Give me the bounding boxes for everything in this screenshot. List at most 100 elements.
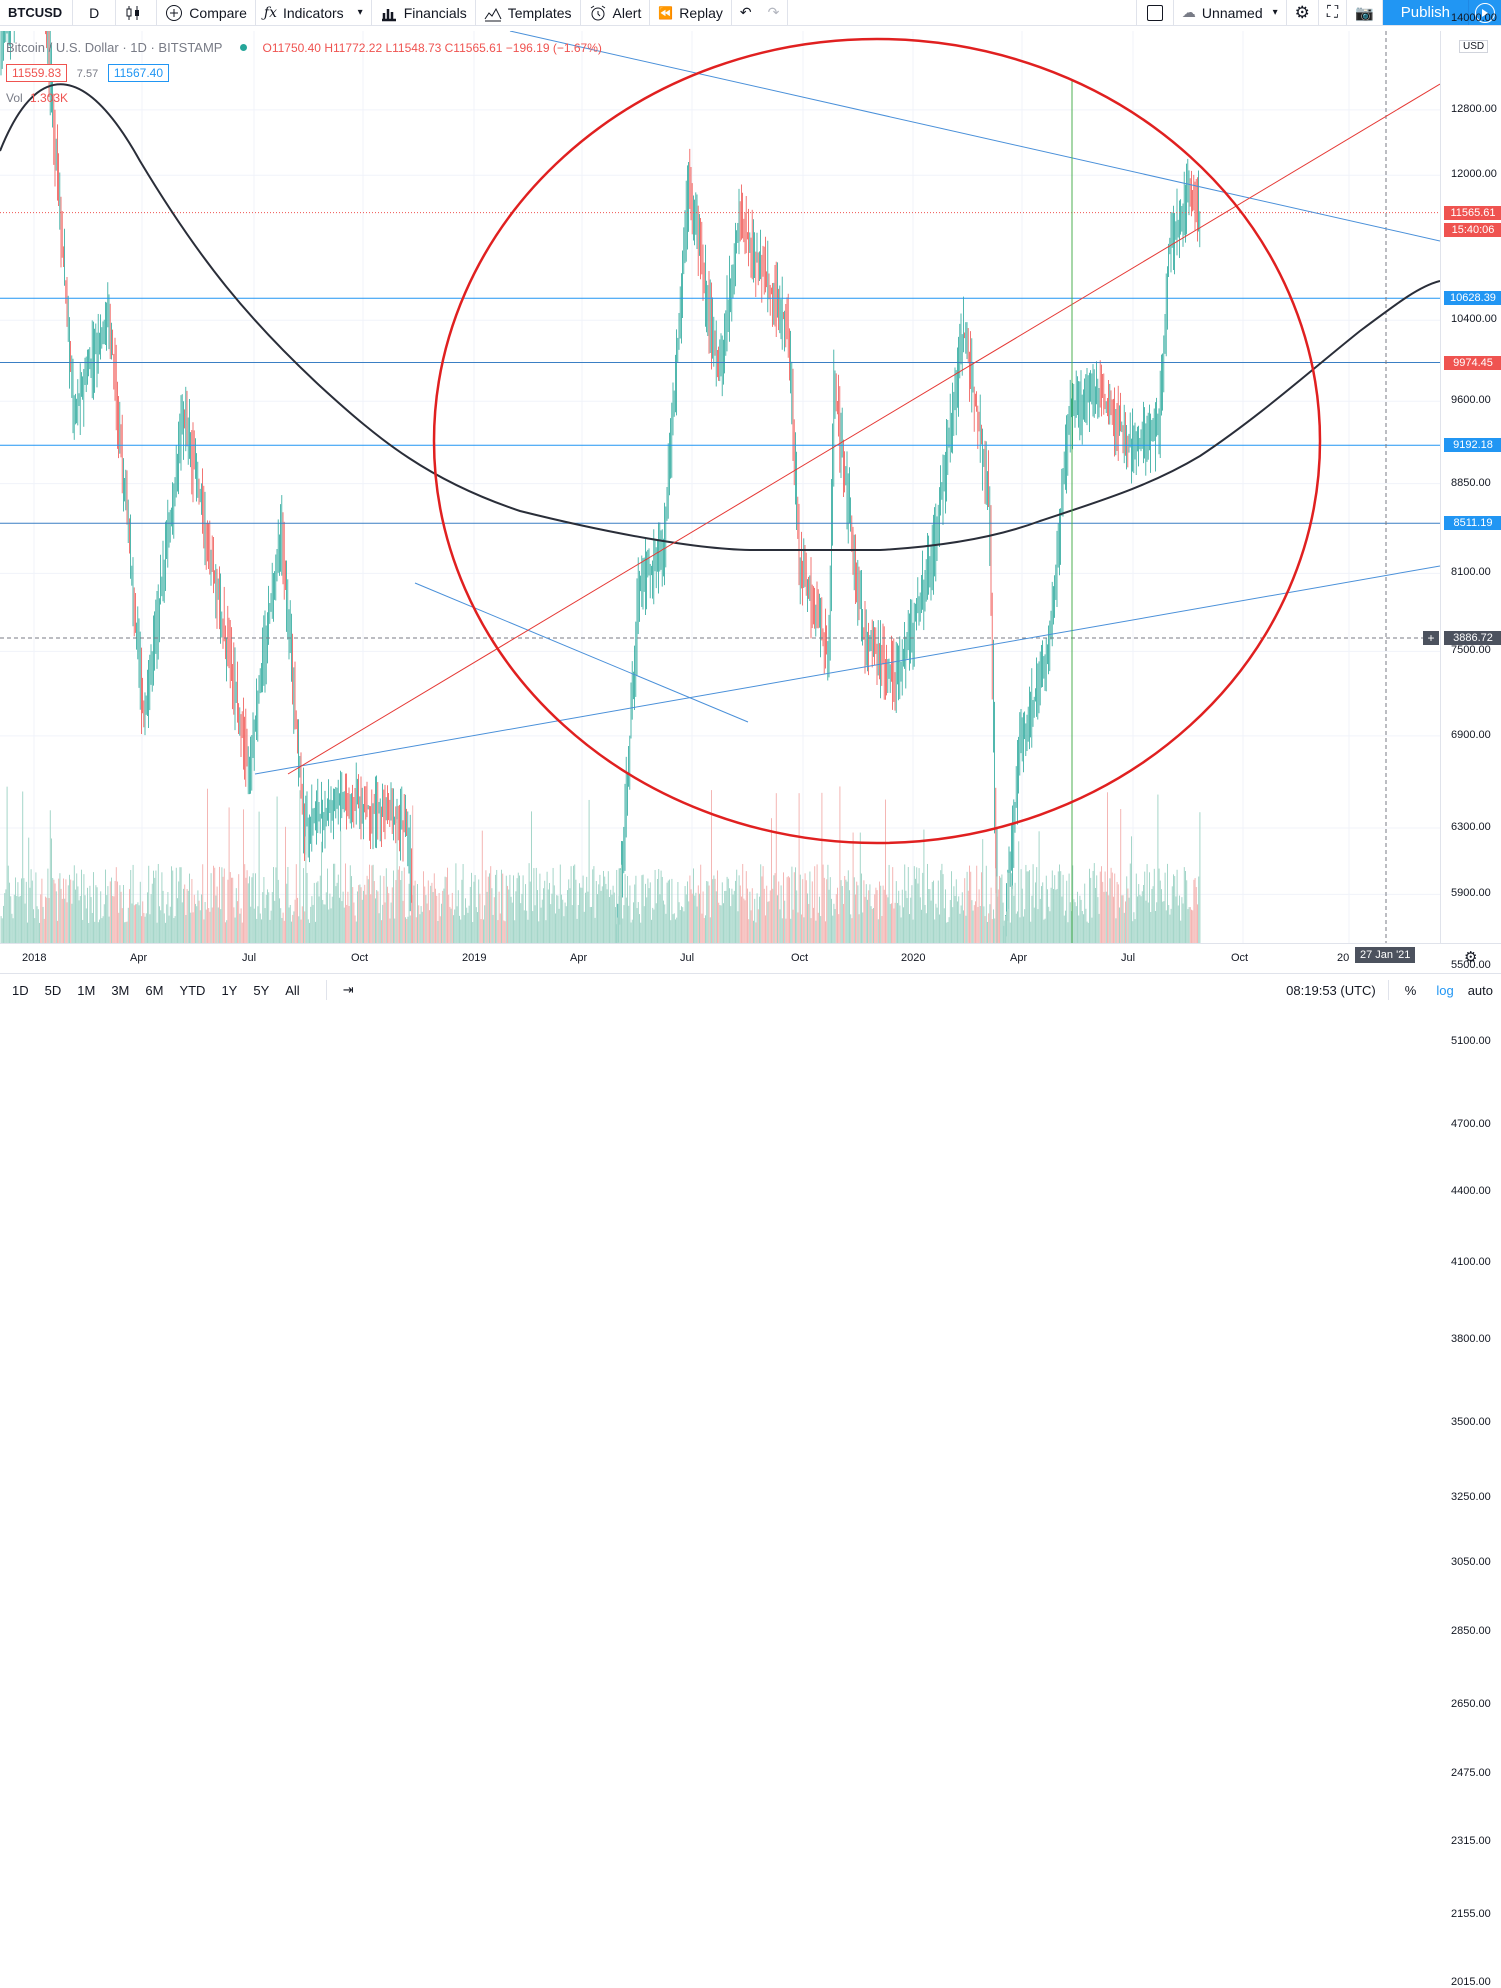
volume-bar: [1113, 896, 1114, 943]
redo-button[interactable]: ↷: [760, 0, 789, 25]
series-title[interactable]: Bitcoin / U.S. Dollar · 1D · BITSTAMP: [6, 40, 223, 55]
volume-bar: [1163, 901, 1165, 943]
volume-bar: [189, 873, 190, 943]
range-button-6m[interactable]: 6M: [145, 982, 164, 998]
volume-bar: [127, 907, 129, 943]
crosshair-plus-icon[interactable]: +: [1423, 631, 1439, 645]
expand-button[interactable]: ⛶: [1319, 0, 1348, 25]
volume-bar: [479, 893, 481, 943]
undo-button[interactable]: ↶: [732, 0, 760, 25]
alert-button[interactable]: Alert: [581, 0, 651, 25]
volume-bar: [1074, 902, 1076, 943]
compare-button[interactable]: Compare: [157, 0, 256, 25]
bid-price[interactable]: 11559.83: [6, 64, 68, 82]
volume-bar: [438, 893, 440, 943]
volume-bar: [70, 879, 72, 943]
range-button-all[interactable]: All: [285, 982, 300, 998]
volume-bar: [1198, 876, 1200, 943]
price-tick-label: 9600.00: [1451, 394, 1491, 407]
volume-bar: [237, 901, 238, 943]
volume-bar: [981, 872, 982, 943]
volume-bar: [268, 892, 270, 943]
publish-menu-button[interactable]: [1468, 0, 1501, 25]
layout-button[interactable]: ☁ Unnamed ▾: [1174, 0, 1287, 25]
settings-button[interactable]: ⚙: [1464, 948, 1477, 966]
chevron-down-icon[interactable]: ▾: [1272, 7, 1278, 18]
volume-bar: [353, 902, 355, 943]
settings-button[interactable]: ⚙: [1287, 0, 1319, 25]
percent-toggle[interactable]: %: [1404, 982, 1417, 998]
volume-bar: [1021, 888, 1023, 943]
volume-bar: [474, 875, 476, 943]
volume-bar: [1026, 871, 1028, 943]
volume-bar: [319, 875, 321, 943]
publish-button[interactable]: Publish: [1382, 0, 1468, 25]
volume-bar: [985, 865, 987, 943]
volume-bar: [441, 903, 442, 943]
volume-bar: [99, 919, 100, 943]
volume-bar: [497, 920, 499, 943]
ohlc-values: O11750.40 H11772.22 L11548.73 C11565.61 …: [262, 41, 602, 55]
volume-bar: [623, 905, 625, 943]
volume-bar: [9, 882, 10, 943]
financials-button[interactable]: Financials: [372, 0, 476, 25]
volume-bar: [1145, 900, 1147, 943]
templates-button[interactable]: Templates: [476, 0, 581, 25]
log-toggle[interactable]: log: [1436, 982, 1454, 998]
indicators-button[interactable]: ƒx Indicators ▾: [256, 0, 372, 25]
range-button-ytd[interactable]: YTD: [179, 982, 206, 998]
volume-bar: [730, 906, 732, 943]
symbol-search-button[interactable]: BTCUSD: [0, 0, 74, 25]
price-axis[interactable]: 15000.0014000.0012800.0012000.0010400.00…: [1423, 12, 1501, 1988]
goto-date-button[interactable]: ⇥: [335, 982, 362, 998]
volume-bar: [153, 870, 154, 943]
volume-bar: [1141, 891, 1143, 943]
volume-bar: [667, 880, 669, 943]
volume-bar: [735, 880, 736, 943]
chart-legend: Bitcoin / U.S. Dollar · 1D · BITSTAMP O1…: [6, 40, 602, 105]
volume-bar: [396, 819, 398, 943]
volume-bar: [706, 880, 708, 943]
replay-button[interactable]: ⏪ Replay: [650, 0, 732, 25]
volume-bar: [1197, 904, 1198, 943]
volume-bar: [672, 914, 674, 943]
range-button-1m[interactable]: 1M: [77, 982, 96, 998]
volume-bar: [802, 879, 804, 943]
volume-bar: [701, 913, 703, 943]
volume-bar: [395, 880, 397, 943]
volume-bar: [304, 911, 306, 943]
range-button-1y[interactable]: 1Y: [221, 982, 238, 998]
volume-bar: [581, 887, 583, 943]
volume-bar: [1073, 899, 1075, 943]
volume-bar: [808, 903, 810, 943]
chart-pane[interactable]: [0, 31, 1440, 943]
volume-bar: [683, 911, 685, 943]
volume-value: 1.303K: [30, 91, 69, 105]
snapshot-button[interactable]: 📷: [1347, 0, 1383, 25]
range-button-5y[interactable]: 5Y: [253, 982, 270, 998]
interval-button[interactable]: D: [73, 0, 117, 25]
volume-legend: Vol 1.303K: [6, 91, 602, 105]
fullscreen-toggle[interactable]: [1135, 0, 1174, 25]
range-button-5d[interactable]: 5D: [44, 982, 62, 998]
range-button-1d[interactable]: 1D: [12, 982, 29, 998]
time-tick-label: Oct: [1231, 952, 1249, 964]
time-tick-label: Jul: [242, 952, 257, 964]
volume-bar: [1116, 881, 1118, 943]
ask-price[interactable]: 11567.40: [107, 64, 170, 82]
auto-toggle[interactable]: auto: [1467, 982, 1493, 998]
volume-bar: [390, 902, 392, 943]
volume-bar: [897, 903, 898, 943]
volume-bar: [545, 920, 547, 943]
range-button-3m[interactable]: 3M: [111, 982, 130, 998]
chart-type-button[interactable]: [116, 0, 158, 25]
utc-clock[interactable]: 08:19:53 (UTC): [1286, 982, 1376, 998]
volume-bar: [754, 898, 756, 943]
volume-bar: [498, 891, 500, 943]
time-axis[interactable]: 2018 Apr Jul Oct 2019 Apr Jul Oct 2020 Apr Jul Oct 2…: [0, 943, 1501, 973]
chart-canvas[interactable]: [0, 31, 1440, 943]
volume-bar: [72, 880, 74, 943]
volume-bar: [909, 914, 910, 943]
chevron-down-icon[interactable]: ▾: [357, 7, 363, 18]
volume-bar: [837, 887, 838, 943]
